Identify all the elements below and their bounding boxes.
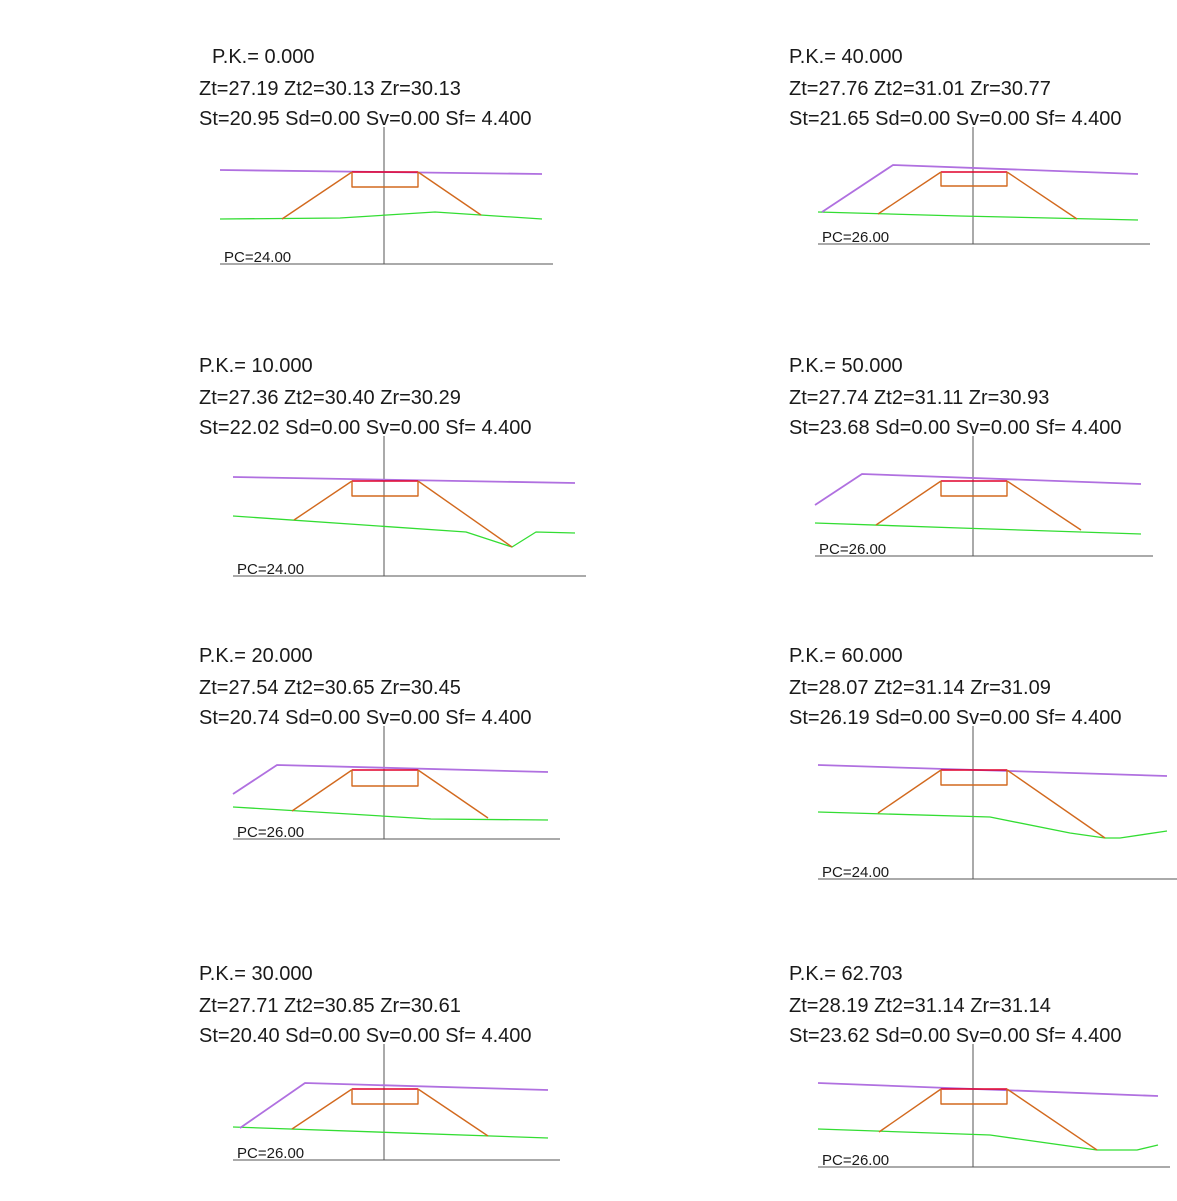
elevation-label: Zt=28.19 Zt2=31.14 Zr=31.14 [789, 995, 1051, 1017]
cross-section-pk-0: P.K.= 0.000 Zt=27.19 Zt2=30.13 Zr=30.13 … [199, 46, 553, 266]
embankment-slope-right [1006, 1088, 1098, 1151]
datum-pc-label: PC=24.00 [237, 561, 304, 578]
embankment-slope-right [1006, 769, 1106, 839]
embankment-slope-left [877, 171, 942, 215]
surface-label: St=23.68 Sd=0.00 Sv=0.00 Sf= 4.400 [789, 417, 1122, 439]
elevation-label: Zt=27.36 Zt2=30.40 Zr=30.29 [199, 387, 461, 409]
surface-label: St=20.74 Sd=0.00 Sv=0.00 Sf= 4.400 [199, 707, 532, 729]
elevation-label: Zt=28.07 Zt2=31.14 Zr=31.09 [789, 677, 1051, 699]
embankment-slope-left [293, 480, 353, 521]
embankment-slope-right [1006, 480, 1082, 531]
natural-ground-line [219, 211, 543, 220]
natural-ground-line [817, 211, 1139, 221]
pk-label: P.K.= 50.000 [789, 355, 903, 377]
elevation-label: Zt=27.19 Zt2=30.13 Zr=30.13 [199, 78, 461, 100]
embankment-slope-right [417, 1088, 489, 1137]
datum-pc-label: PC=26.00 [237, 824, 304, 841]
design-profile-line [821, 164, 1139, 213]
embankment-slope-right [417, 171, 482, 216]
pavement-box [351, 770, 419, 787]
design-profile-line [814, 473, 1142, 506]
embankment-slope-left [877, 769, 942, 814]
surface-label: St=20.95 Sd=0.00 Sv=0.00 Sf= 4.400 [199, 108, 532, 130]
embankment-slope-left [878, 1088, 942, 1133]
datum-pc-label: PC=24.00 [822, 864, 889, 881]
pk-label: P.K.= 30.000 [199, 963, 313, 985]
pavement-box [351, 172, 419, 188]
natural-ground-line [232, 1126, 549, 1139]
embankment-slope-left [291, 769, 353, 812]
pavement-box [351, 481, 419, 497]
natural-ground-line [232, 806, 549, 821]
cross-section-pk-62-703: P.K.= 62.703 Zt=28.19 Zt2=31.14 Zr=31.14… [789, 963, 1170, 1169]
cross-section-pk-30: P.K.= 30.000 Zt=27.71 Zt2=30.85 Zr=30.61… [199, 963, 560, 1162]
elevation-label: Zt=27.74 Zt2=31.11 Zr=30.93 [789, 387, 1049, 409]
embankment-slope-left [281, 171, 353, 220]
pavement-box [940, 770, 1008, 786]
natural-ground-line [814, 522, 1142, 535]
natural-ground-line [817, 811, 1168, 839]
pavement-box [940, 172, 1008, 187]
embankment-slope-left [875, 480, 942, 526]
pk-label: P.K.= 10.000 [199, 355, 313, 377]
pk-label: P.K.= 62.703 [789, 963, 903, 985]
pk-label: P.K.= 60.000 [789, 645, 903, 667]
surface-label: St=23.62 Sd=0.00 Sv=0.00 Sf= 4.400 [789, 1025, 1122, 1047]
design-profile-line [232, 476, 576, 484]
cross-section-pk-50: P.K.= 50.000 Zt=27.74 Zt2=31.11 Zr=30.93… [789, 355, 1153, 558]
pk-label: P.K.= 0.000 [212, 46, 315, 68]
elevation-label: Zt=27.71 Zt2=30.85 Zr=30.61 [199, 995, 461, 1017]
datum-pc-label: PC=26.00 [822, 1152, 889, 1169]
pk-label: P.K.= 20.000 [199, 645, 313, 667]
embankment-slope-right [417, 480, 513, 548]
datum-pc-label: PC=26.00 [819, 541, 886, 558]
datum-pc-label: PC=24.00 [224, 249, 291, 266]
elevation-label: Zt=27.54 Zt2=30.65 Zr=30.45 [199, 677, 461, 699]
cross-section-pk-60: P.K.= 60.000 Zt=28.07 Zt2=31.14 Zr=31.09… [789, 645, 1177, 881]
surface-label: St=20.40 Sd=0.00 Sv=0.00 Sf= 4.400 [199, 1025, 532, 1047]
surface-label: St=21.65 Sd=0.00 Sv=0.00 Sf= 4.400 [789, 108, 1122, 130]
natural-ground-line [232, 515, 576, 548]
cross-section-pk-40: P.K.= 40.000 Zt=27.76 Zt2=31.01 Zr=30.77… [789, 46, 1150, 246]
design-profile-line [239, 1082, 549, 1129]
design-profile-line [232, 764, 549, 795]
datum-pc-label: PC=26.00 [822, 229, 889, 246]
embankment-slope-right [1006, 171, 1078, 220]
pavement-box [351, 1089, 419, 1105]
elevation-label: Zt=27.76 Zt2=31.01 Zr=30.77 [789, 78, 1051, 100]
embankment-slope-right [417, 769, 489, 819]
natural-ground-line [817, 1128, 1159, 1151]
cross-section-pk-20: P.K.= 20.000 Zt=27.54 Zt2=30.65 Zr=30.45… [199, 645, 560, 841]
surface-label: St=22.02 Sd=0.00 Sv=0.00 Sf= 4.400 [199, 417, 532, 439]
cross-section-pk-10: P.K.= 10.000 Zt=27.36 Zt2=30.40 Zr=30.29… [199, 355, 586, 578]
pavement-box [940, 481, 1008, 497]
datum-pc-label: PC=26.00 [237, 1145, 304, 1162]
surface-label: St=26.19 Sd=0.00 Sv=0.00 Sf= 4.400 [789, 707, 1122, 729]
embankment-slope-left [291, 1088, 353, 1130]
pavement-box [940, 1089, 1008, 1105]
pk-label: P.K.= 40.000 [789, 46, 903, 68]
